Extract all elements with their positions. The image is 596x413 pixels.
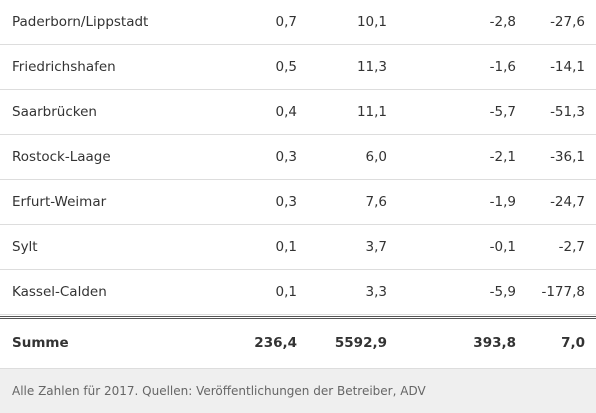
cell-value: 0,1 bbox=[275, 284, 297, 300]
total-row: Summe 236,4 5592,9 393,8 7,0 bbox=[0, 316, 596, 367]
row-label: Paderborn/Lippstadt bbox=[12, 14, 149, 30]
footer: Alle Zahlen für 2017. Quellen: Veröffent… bbox=[0, 368, 596, 413]
row-label: Erfurt-Weimar bbox=[12, 194, 107, 210]
cell-value: 393,8 bbox=[473, 335, 516, 351]
footer-note: Alle Zahlen für 2017. Quellen: Veröffent… bbox=[12, 384, 426, 398]
row-label: Rostock-Laage bbox=[12, 149, 111, 165]
cell-value: -51,3 bbox=[550, 104, 585, 120]
cell-value: -0,1 bbox=[489, 239, 516, 255]
cell-value: 0,5 bbox=[275, 59, 297, 75]
table-row: Kassel-Calden 0,1 3,3 -5,9 -177,8 bbox=[0, 270, 596, 315]
table-row: Saarbrücken 0,4 11,1 -5,7 -51,3 bbox=[0, 90, 596, 135]
cell-value: 7,6 bbox=[365, 194, 387, 210]
cell-value: 0,3 bbox=[275, 194, 297, 210]
cell-value: 10,1 bbox=[356, 14, 387, 30]
cell-value: 7,0 bbox=[561, 335, 585, 351]
cell-value: -1,6 bbox=[489, 59, 516, 75]
cell-value: -2,8 bbox=[489, 14, 516, 30]
cell-value: 236,4 bbox=[254, 335, 297, 351]
cell-value: -2,1 bbox=[489, 149, 516, 165]
table-row: Erfurt-Weimar 0,3 7,6 -1,9 -24,7 bbox=[0, 180, 596, 225]
cell-value: -14,1 bbox=[550, 59, 585, 75]
table-row: Paderborn/Lippstadt 0,7 10,1 -2,8 -27,6 bbox=[0, 0, 596, 45]
cell-value: 0,3 bbox=[275, 149, 297, 165]
cell-value: 5592,9 bbox=[334, 335, 387, 351]
table-row: Rostock-Laage 0,3 6,0 -2,1 -36,1 bbox=[0, 135, 596, 180]
cell-value: 3,3 bbox=[365, 284, 387, 300]
row-label: Summe bbox=[12, 335, 69, 351]
row-label: Sylt bbox=[12, 239, 38, 255]
cell-value: 0,4 bbox=[275, 104, 297, 120]
cell-value: 6,0 bbox=[365, 149, 387, 165]
cell-value: 0,7 bbox=[275, 14, 297, 30]
cell-value: -24,7 bbox=[550, 194, 585, 210]
cell-value: 0,1 bbox=[275, 239, 297, 255]
cell-value: -27,6 bbox=[550, 14, 585, 30]
cell-value: -2,7 bbox=[558, 239, 585, 255]
cell-value: -36,1 bbox=[550, 149, 585, 165]
cell-value: -1,9 bbox=[489, 194, 516, 210]
row-label: Friedrichshafen bbox=[12, 59, 116, 75]
row-label: Saarbrücken bbox=[12, 104, 97, 120]
cell-value: 11,1 bbox=[356, 104, 387, 120]
table-row: Friedrichshafen 0,5 11,3 -1,6 -14,1 bbox=[0, 45, 596, 90]
cell-value: 3,7 bbox=[365, 239, 387, 255]
cell-value: -5,9 bbox=[489, 284, 516, 300]
cell-value: -5,7 bbox=[489, 104, 516, 120]
table-row: Sylt 0,1 3,7 -0,1 -2,7 bbox=[0, 225, 596, 270]
cell-value: 11,3 bbox=[356, 59, 387, 75]
row-label: Kassel-Calden bbox=[12, 284, 107, 300]
cell-value: -177,8 bbox=[541, 284, 585, 300]
